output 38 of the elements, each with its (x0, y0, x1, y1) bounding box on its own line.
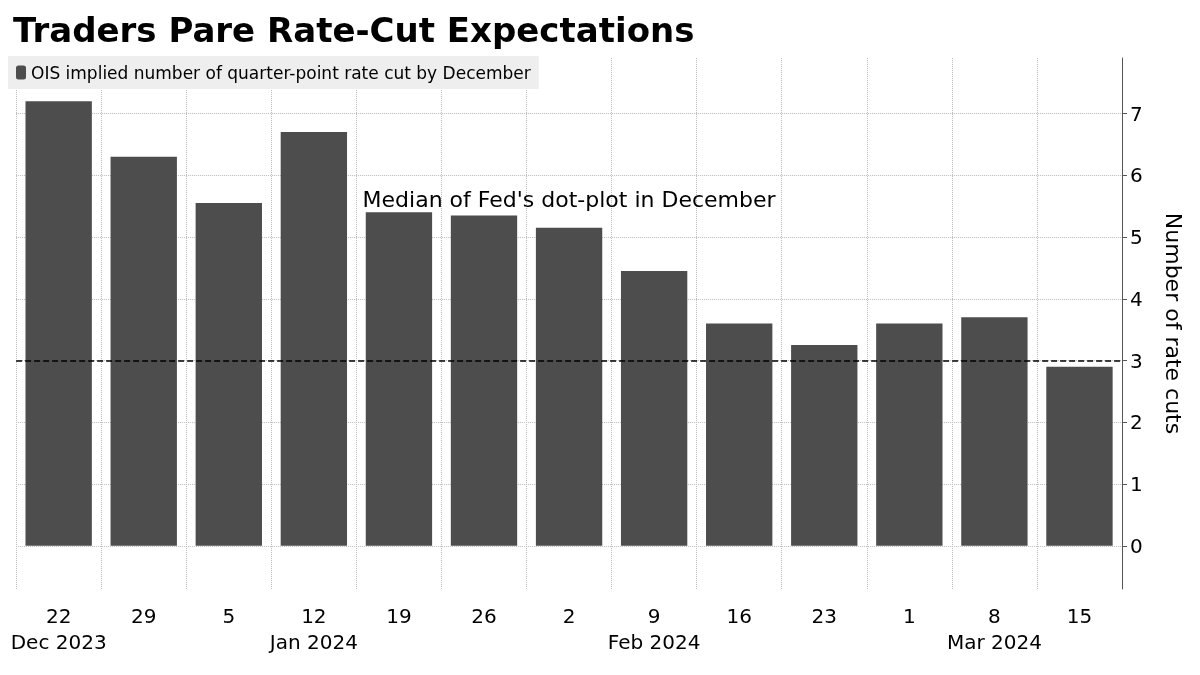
y-tick-label: 7 (1130, 101, 1143, 126)
y-tick-label: 0 (1130, 533, 1143, 558)
bar (791, 345, 858, 546)
y-axis-title: Number of rate cuts (1160, 212, 1186, 435)
legend-label: OIS implied number of quarter-point rate cut by December (31, 62, 531, 83)
x-tick-label: 15 (1066, 604, 1093, 628)
bar (110, 156, 177, 546)
y-tick-label: 1 (1130, 472, 1143, 497)
y-tick-label: 2 (1130, 410, 1143, 435)
x-tick-label: 26 (471, 604, 497, 628)
bar (961, 317, 1028, 546)
bar (280, 132, 348, 546)
y-tick-label: 3 (1130, 348, 1143, 373)
bar (195, 203, 262, 546)
x-tick-label: 22 Dec 2023 (10, 604, 107, 654)
chart-title: Traders Pare Rate-Cut Expectations (13, 10, 695, 50)
bar (535, 227, 603, 546)
bar (706, 323, 773, 546)
x-tick-label: 5 (222, 604, 236, 628)
bar (876, 323, 943, 546)
bar (620, 271, 688, 546)
x-tick-label: 1 (902, 604, 916, 628)
y-tick-label: 6 (1130, 163, 1143, 188)
bar (365, 212, 433, 546)
bar (450, 215, 518, 546)
x-tick-label: 16 (726, 604, 752, 628)
x-tick-label: 19 (386, 604, 412, 628)
ref-line-label: Median of Fed's dot-plot in December (362, 187, 777, 213)
x-tick-label: 2 (562, 604, 576, 628)
y-tick-label: 5 (1130, 225, 1143, 250)
x-tick-label: 23 (811, 604, 837, 628)
x-tick-label: 8 Mar 2024 (946, 604, 1042, 654)
bar (1046, 366, 1113, 546)
bar (25, 101, 92, 546)
y-tick-label: 4 (1130, 286, 1143, 311)
x-tick-label: 9 Feb 2024 (607, 604, 701, 654)
x-tick-label: 12 Jan 2024 (267, 604, 358, 654)
x-tick-label: 29 (131, 604, 157, 628)
